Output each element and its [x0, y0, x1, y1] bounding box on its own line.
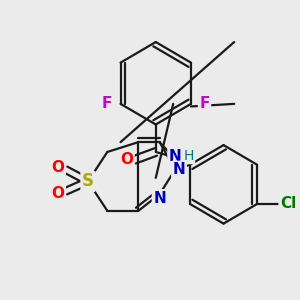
- Text: N: N: [153, 190, 166, 206]
- Text: H: H: [184, 149, 194, 163]
- Text: N: N: [172, 162, 185, 177]
- Text: F: F: [199, 96, 210, 111]
- Text: Cl: Cl: [280, 196, 296, 211]
- Text: O: O: [120, 152, 133, 167]
- Text: O: O: [52, 186, 64, 201]
- Text: O: O: [52, 160, 64, 175]
- Text: F: F: [102, 96, 112, 111]
- Text: S: S: [82, 172, 94, 190]
- Text: N: N: [169, 149, 182, 164]
